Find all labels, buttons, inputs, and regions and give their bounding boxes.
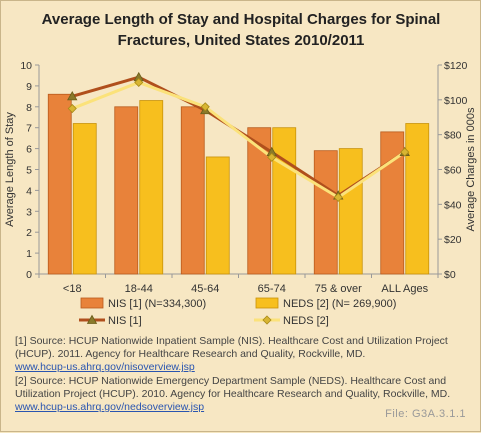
y-left-tick-label: 4 bbox=[26, 185, 32, 197]
bar-neds bbox=[272, 127, 297, 275]
source-note-1-text: [1] Source: HCUP Nationwide Inpatient Sa… bbox=[15, 335, 448, 361]
marker-nis bbox=[67, 91, 78, 101]
y-right-tick-label: $100 bbox=[444, 95, 468, 107]
y-left-tick-label: 8 bbox=[26, 102, 32, 114]
y-right-tick-label: $0 bbox=[444, 269, 456, 281]
legend-marker-neds bbox=[262, 315, 272, 325]
source-note-2: [2] Source: HCUP Nationwide Emergency De… bbox=[15, 375, 470, 415]
x-tick-label: 45-64 bbox=[191, 283, 219, 295]
source-note-1-link[interactable]: www.hcup-us.ahrq.gov/nisoverview.jsp bbox=[15, 361, 195, 374]
source-notes: [1] Source: HCUP Nationwide Inpatient Sa… bbox=[15, 335, 470, 414]
marker-neds bbox=[134, 77, 144, 87]
marker-neds bbox=[67, 103, 77, 114]
line-neds bbox=[71, 80, 406, 199]
bar-nis bbox=[247, 127, 272, 275]
y-left-tick-label: 9 bbox=[26, 81, 32, 93]
legend-swatch-neds-bar bbox=[255, 297, 279, 309]
marker-neds bbox=[400, 147, 410, 157]
bar-neds bbox=[205, 156, 230, 275]
bar-neds bbox=[405, 123, 430, 275]
marker-neds bbox=[267, 152, 277, 162]
bar-nis bbox=[114, 106, 139, 275]
x-tick-label: 75 & over bbox=[315, 283, 362, 295]
y-left-tick-label: 0 bbox=[26, 269, 32, 281]
marker-neds bbox=[200, 102, 210, 112]
file-id: File: G3A.3.1.1 bbox=[385, 408, 466, 420]
y-right-tick-label: $80 bbox=[444, 130, 462, 142]
y-left-tick-label: 2 bbox=[26, 227, 32, 239]
y-left-tick-label: 6 bbox=[26, 144, 32, 156]
legend-marker-nis bbox=[86, 314, 98, 324]
source-note-2-link[interactable]: www.hcup-us.ahrq.gov/nedsoverview.jsp bbox=[15, 401, 205, 414]
marker-neds bbox=[333, 192, 343, 202]
chart-title-line-2: Fractures, United States 2010/2011 bbox=[117, 32, 365, 49]
bar-neds bbox=[338, 148, 363, 275]
x-tick-label: ALL Ages bbox=[381, 283, 428, 295]
bar-nis bbox=[180, 106, 205, 275]
y-left-tick-label: 7 bbox=[26, 123, 32, 135]
y-right-tick-label: $20 bbox=[444, 234, 462, 246]
chart-title: Average Length of Stay and Hospital Char… bbox=[21, 9, 461, 51]
bar-nis bbox=[47, 93, 72, 275]
legend-label-neds-line: NEDS [2] bbox=[283, 315, 329, 327]
y-left-tick-label: 3 bbox=[26, 206, 32, 218]
legend-label-neds-bar: NEDS [2] (N= 269,900) bbox=[283, 298, 396, 310]
bar-neds bbox=[72, 123, 97, 275]
y-left-tick-label: 5 bbox=[26, 165, 32, 177]
y-right-tick-label: $120 bbox=[444, 60, 468, 72]
y-left-tick-label: 10 bbox=[20, 60, 32, 72]
source-note-1: [1] Source: HCUP Nationwide Inpatient Sa… bbox=[15, 335, 470, 375]
bar-neds bbox=[139, 100, 164, 275]
legend-label-nis-line: NIS [1] bbox=[108, 315, 142, 327]
y-right-axis-title: Average Charges in 000s bbox=[465, 107, 477, 231]
legend-swatch-nis-bar bbox=[80, 297, 104, 309]
source-note-2-text: [2] Source: HCUP Nationwide Emergency De… bbox=[15, 374, 451, 400]
chart-title-line-1: Average Length of Stay and Hospital Char… bbox=[41, 11, 441, 28]
bar-nis bbox=[380, 131, 405, 275]
y-left-tick-label: 1 bbox=[26, 248, 32, 260]
y-right-tick-label: $60 bbox=[444, 165, 462, 177]
x-tick-label: 65-74 bbox=[258, 283, 286, 295]
bar-nis bbox=[313, 150, 338, 275]
y-left-axis-title: Average Length of Stay bbox=[4, 112, 16, 227]
x-tick-label: 18-44 bbox=[125, 283, 153, 295]
legend-label-nis-bar: NIS [1] (N=334,300) bbox=[108, 298, 206, 310]
y-right-tick-label: $40 bbox=[444, 199, 462, 211]
x-tick-label: <18 bbox=[63, 283, 82, 295]
